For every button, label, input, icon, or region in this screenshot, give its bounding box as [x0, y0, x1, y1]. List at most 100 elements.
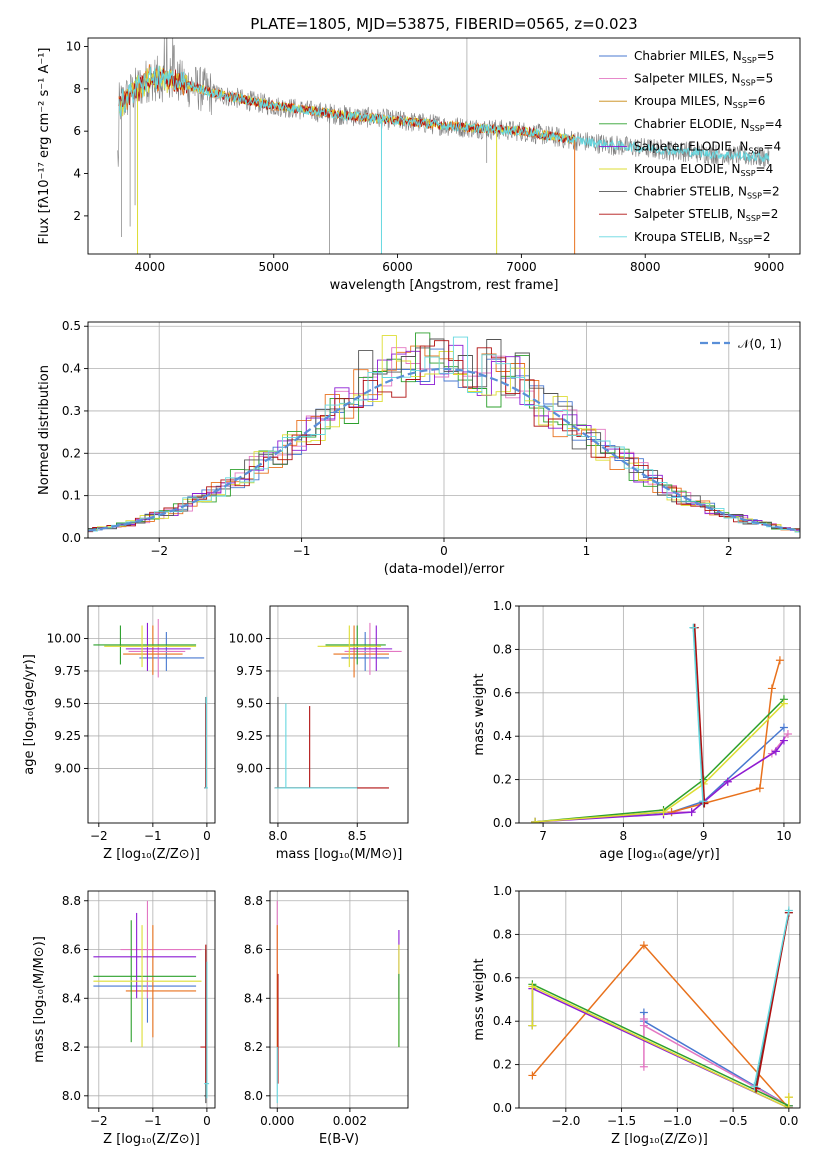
y-tick-label: 8.0	[244, 1089, 263, 1103]
y-tick-label: 0.5	[62, 319, 81, 333]
y-tick-label: 0.4	[62, 362, 81, 376]
y-tick-label: 0.6	[493, 971, 512, 985]
weight-marker	[775, 656, 784, 665]
axes-frame	[87, 890, 216, 1109]
legend-n-value: =5	[757, 49, 775, 63]
y-axis-label: mass [log₁₀(M/M⊙)]	[32, 936, 47, 1063]
x-tick-label: −1.0	[663, 1114, 692, 1128]
normal-curve	[88, 367, 800, 532]
weight-marker	[784, 906, 793, 915]
legend-n-sub: SSP	[741, 79, 756, 88]
y-tick-label: 8.8	[244, 894, 263, 908]
weight-marker	[639, 1021, 648, 1030]
axes-frame	[269, 890, 409, 1109]
weight-marker	[689, 623, 698, 632]
weight-marker	[639, 1062, 648, 1071]
weight-line	[535, 733, 789, 823]
legend-n-value: =4	[763, 139, 781, 153]
weight-line	[535, 740, 785, 823]
x-axis-label: Z [log₁₀(Z/Z⊙)]	[103, 847, 200, 862]
y-tick-label: 8.0	[62, 1089, 81, 1103]
y-tick-label: 8.8	[62, 894, 81, 908]
legend-entry: Salpeter STELIB, NSSP=2	[634, 207, 778, 223]
legend-n-value: =5	[756, 72, 774, 86]
x-tick-label: 2	[725, 544, 733, 558]
legend-n-label: N	[739, 139, 748, 153]
y-tick-label: 8	[73, 82, 81, 96]
weight-marker	[528, 982, 537, 991]
chart-residuals: −2 −1 0 1 2 0.0 0.1 0.2 0.3 0.4 0.5 (data-model)/er…	[37, 319, 801, 577]
weight-marker	[528, 1021, 537, 1030]
weight-line	[535, 698, 785, 823]
y-tick-label: 2	[73, 209, 81, 223]
legend-n-label: N	[729, 230, 738, 244]
legend-n-sub: SSP	[746, 214, 761, 223]
model-spectrum-line	[118, 65, 770, 163]
chart-mass_vs_Z: −2 −1 0 8.0 8.2 8.4 8.6 8.8 Z [log₁₀(Z/Z⊙)] mass …	[32, 890, 216, 1147]
legend-n-label: N	[741, 117, 750, 131]
legend-n-label: N	[738, 185, 747, 199]
x-axis-label: Z [log₁₀(Z/Z⊙)]	[611, 1132, 708, 1147]
legend-n-sub: SSP	[741, 169, 756, 178]
plot-area-spectrum	[117, 38, 770, 254]
x-tick-label: 0	[203, 829, 211, 843]
y-tick-label: 8.2	[244, 1040, 263, 1054]
legend-entry-name: Salpeter MILES,	[634, 72, 732, 86]
plot-area-age_vs_Z	[93, 618, 208, 789]
legend-entry-name: Kroupa ELODIE,	[634, 162, 732, 176]
figure-title: PLATE=1805, MJD=53875, FIBERID=0565, z=0…	[250, 15, 637, 33]
legend-entry-name: Kroupa STELIB,	[634, 230, 729, 244]
weight-marker	[784, 1104, 793, 1108]
weight-marker	[528, 1071, 537, 1080]
y-tick-label: 0.3	[62, 404, 81, 418]
axes-frame	[518, 890, 801, 1109]
x-tick-label: 8.0	[268, 829, 287, 843]
y-axis-label: mass weight	[472, 673, 487, 755]
x-tick-label: 8.5	[348, 829, 367, 843]
y-tick-label: 9.50	[236, 696, 263, 710]
x-tick-label: 6000	[382, 260, 413, 274]
weight-marker	[779, 723, 788, 732]
x-tick-label: −2.0	[551, 1114, 580, 1128]
y-tick-label: 8.4	[244, 991, 263, 1005]
legend-entry-name: Chabrier ELODIE,	[634, 117, 741, 131]
legend-n-label: N	[724, 94, 733, 108]
weight-line	[753, 910, 790, 1087]
y-tick-label: 10.00	[47, 631, 81, 645]
plot-area-age_vs_mass	[274, 622, 402, 789]
chart-weight_vs_Z: −2.0 −1.5 −1.0 −0.5 0.0 0.0 0.2 0.4 0.6 0.8 1.0 Z […	[472, 884, 801, 1147]
legend-n-sub: SSP	[738, 237, 753, 246]
x-tick-label: 0	[440, 544, 448, 558]
legend-n-value: =6	[748, 94, 766, 108]
x-axis-label: age [log₁₀(age/yr)]	[599, 847, 720, 862]
legend-n-value: =4	[765, 117, 783, 131]
y-tick-label: 0.1	[62, 489, 81, 503]
y-tick-label: 0.8	[493, 642, 512, 656]
legend-entry-name: Salpeter STELIB,	[634, 207, 737, 221]
x-tick-label: 7	[539, 829, 547, 843]
weight-line	[535, 703, 785, 823]
y-tick-label: 4	[73, 167, 81, 181]
x-axis-label: wavelength [Angstrom, rest frame]	[330, 278, 559, 293]
weight-line	[694, 627, 706, 804]
legend-entry: Chabrier MILES, NSSP=5	[634, 49, 774, 65]
weight-marker	[779, 699, 788, 708]
x-tick-label: 8	[620, 829, 628, 843]
y-tick-label: 0.2	[493, 773, 512, 787]
weight-marker	[687, 808, 696, 817]
y-tick-label: 9.00	[236, 761, 263, 775]
legend-entry-name: Kroupa MILES,	[634, 94, 724, 108]
y-tick-label: 8.4	[62, 991, 81, 1005]
x-tick-label: −1	[293, 544, 311, 558]
x-tick-label: −2	[90, 1114, 108, 1128]
chart-weight_vs_age: 7 8 9 10 0.0 0.2 0.4 0.6 0.8 1.0 age [log₁₀(age/yr…	[472, 599, 801, 862]
y-axis-label: Flux [fλ10⁻¹⁷ erg cm⁻² s⁻¹ A⁻¹]	[37, 48, 52, 245]
x-tick-label: −1	[144, 829, 162, 843]
legend-entry-name: Chabrier MILES,	[634, 49, 733, 63]
y-tick-label: 0.0	[493, 816, 512, 830]
weight-marker	[767, 684, 776, 693]
weight-marker	[779, 736, 788, 745]
y-axis-label: Normed distribution	[37, 365, 52, 495]
legend-n-sub: SSP	[750, 124, 765, 133]
